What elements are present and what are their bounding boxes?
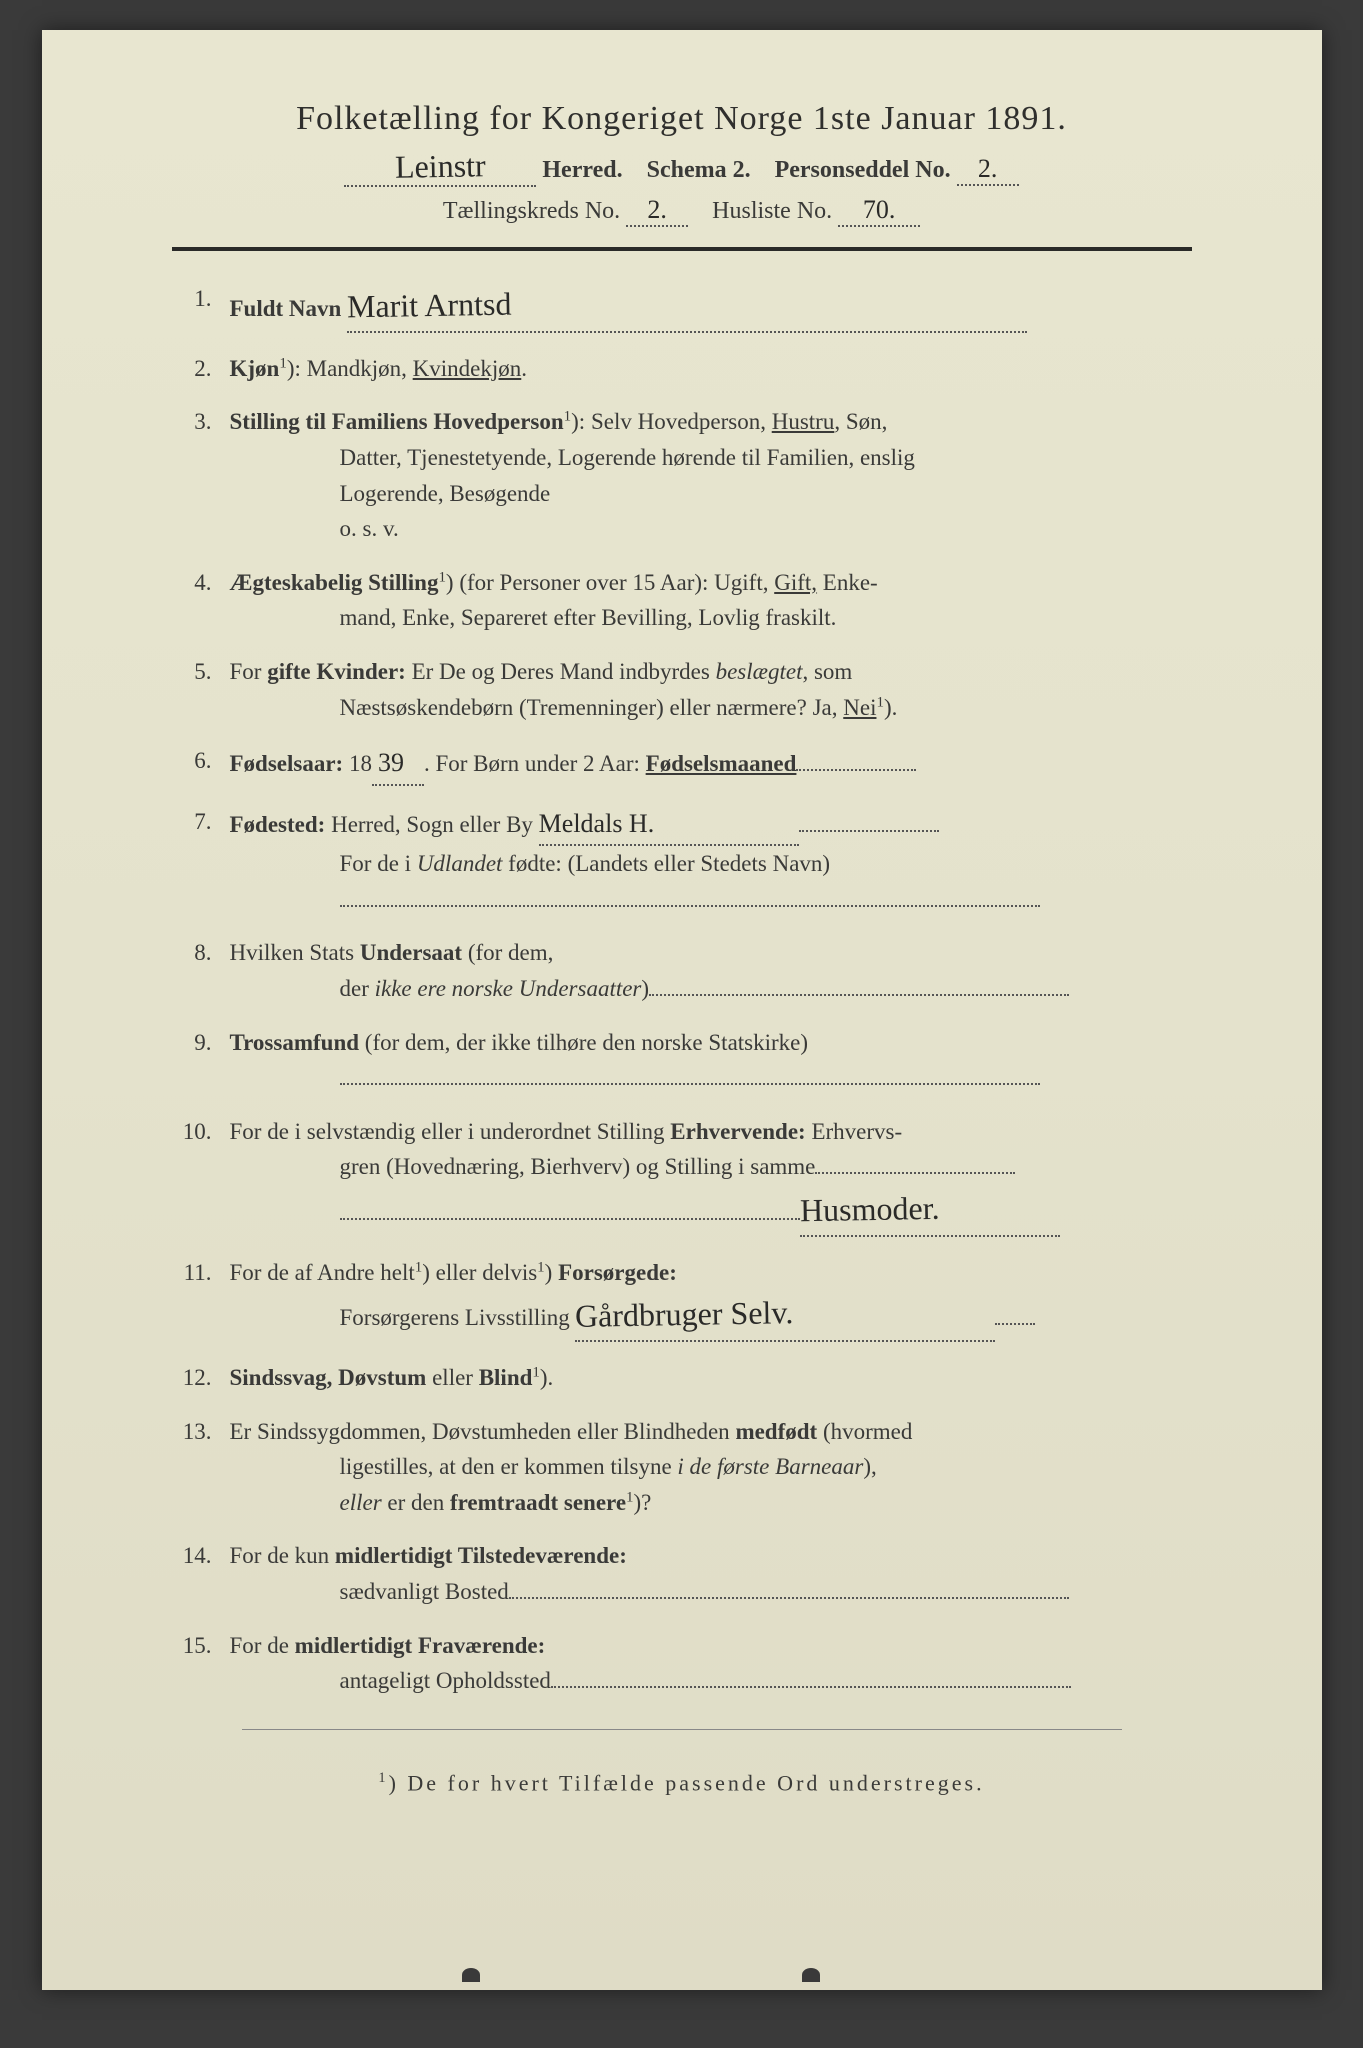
form-items: 1. Fuldt Navn Marit Arntsd 2. Kjøn1): Ma… (152, 281, 1222, 1699)
item-10: 10. For de i selvstændig eller i underor… (152, 1114, 1222, 1237)
footnote: 1) De for hvert Tilfælde passende Ord un… (142, 1770, 1222, 1796)
header-line-1: Leinstr Herred. Schema 2. Personseddel N… (142, 148, 1222, 187)
page-title: Folketælling for Kongeriget Norge 1ste J… (142, 100, 1222, 138)
census-form-page: Folketælling for Kongeriget Norge 1ste J… (42, 30, 1322, 1990)
item-15: 15. For de midlertidigt Fraværende: anta… (152, 1628, 1222, 1699)
header-line-2: Tællingskreds No. 2. Husliste No. 70. (142, 195, 1222, 227)
personseddel-label: Personseddel No. (775, 157, 951, 183)
item-7: 7. Fødested: Herred, Sogn eller By Melda… (152, 804, 1222, 918)
kreds-no: 2. (647, 195, 667, 224)
item-13: 13. Er Sindssygdommen, Døvstumheden elle… (152, 1414, 1222, 1521)
item-3: 3. Stilling til Familiens Hovedperson1):… (152, 404, 1222, 547)
divider (172, 247, 1192, 251)
item-4: 4. Ægteskabelig Stilling1) (for Personer… (152, 565, 1222, 636)
husliste-label: Husliste No. (712, 198, 832, 224)
item-2: 2. Kjøn1): Mandkjøn, Kvindekjøn. (152, 351, 1222, 387)
footnote-divider (242, 1729, 1122, 1730)
personseddel-no: 2. (978, 154, 998, 183)
page-tear-icon (802, 1968, 820, 1982)
provider-handwritten: Gårdbruger Selv. (575, 1288, 794, 1341)
herred-label: Herred. (542, 157, 622, 183)
herred-handwritten: Leinstr (395, 147, 486, 186)
item-14: 14. For de kun midlertidigt Tilstedevære… (152, 1538, 1222, 1609)
kreds-label: Tællingskreds No. (443, 198, 620, 224)
item-11: 11. For de af Andre helt1) eller delvis1… (152, 1255, 1222, 1342)
occupation-handwritten: Husmoder. (799, 1184, 939, 1236)
husliste-no: 70. (863, 195, 896, 224)
page-tear-icon (462, 1968, 480, 1982)
item-12: 12. Sindssvag, Døvstum eller Blind1). (152, 1360, 1222, 1396)
item-5: 5. For gifte Kvinder: Er De og Deres Man… (152, 654, 1222, 725)
item-6: 6. Fødselsaar: 1839. For Børn under 2 Aa… (152, 743, 1222, 785)
item-9: 9. Trossamfund (for dem, der ikke tilhør… (152, 1025, 1222, 1096)
item-8: 8. Hvilken Stats Undersaat (for dem, der… (152, 935, 1222, 1006)
birthplace-handwritten: Meldals H. (539, 809, 655, 838)
item-1: 1. Fuldt Navn Marit Arntsd (152, 281, 1222, 333)
schema-label: Schema 2. (647, 157, 751, 183)
name-handwritten: Marit Arntsd (347, 280, 512, 332)
